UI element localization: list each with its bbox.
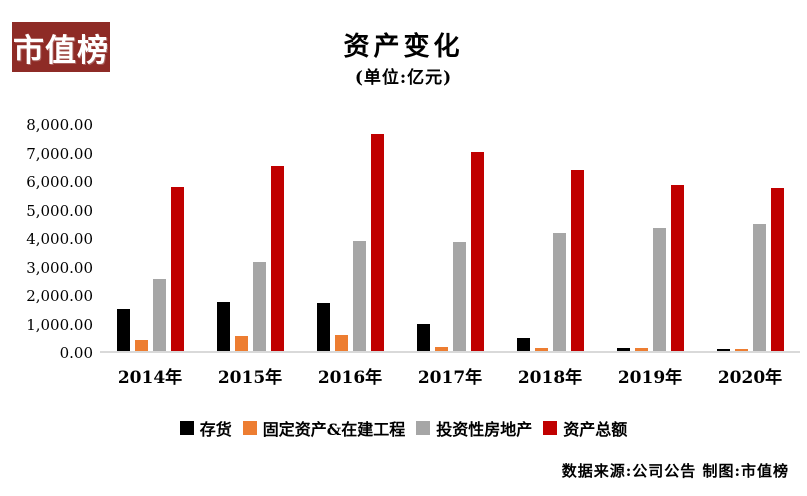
bar-固定资产&在建工程 xyxy=(434,347,448,351)
bar-固定资产&在建工程 xyxy=(234,336,248,351)
legend-swatch-icon xyxy=(179,421,194,435)
bar-投资性房地产 xyxy=(552,232,566,351)
bar-投资性房地产 xyxy=(652,227,666,351)
bar-资产总额 xyxy=(570,170,584,351)
y-tick-label: 5,000.00 xyxy=(26,201,93,220)
bar-group xyxy=(100,125,200,351)
y-tick-label: 0.00 xyxy=(59,344,93,362)
legend-swatch-icon xyxy=(416,421,431,435)
x-tick-label: 2018年 xyxy=(517,368,583,388)
x-axis-labels: 2014年 2015年 2016年 2017年 2018年 2019年 2020年 xyxy=(100,363,800,388)
bar-group xyxy=(500,125,600,351)
legend-label: 存货 xyxy=(199,420,232,439)
chart-subtitle: (单位:亿元) xyxy=(354,68,453,88)
y-tick-label: 1,000.00 xyxy=(26,315,93,334)
bar-固定资产&在建工程 xyxy=(734,348,748,351)
bar-资产总额 xyxy=(470,152,484,351)
bar-固定资产&在建工程 xyxy=(534,348,548,351)
x-tick-label: 2014年 xyxy=(117,368,183,388)
y-tick-label: 6,000.00 xyxy=(26,173,93,191)
y-tick-label: 7,000.00 xyxy=(26,144,93,163)
bar-存货 xyxy=(716,349,730,351)
bar-投资性房地产 xyxy=(152,279,166,351)
source-credit: 数据来源:公司公告 制图:市值榜 xyxy=(561,462,789,480)
bar-资产总额 xyxy=(770,187,784,351)
legend-label: 资产总额 xyxy=(563,420,628,439)
x-tick-label: 2017年 xyxy=(417,368,483,388)
legend-item: 固定资产&在建工程 xyxy=(242,416,406,440)
x-tick-label: 2015年 xyxy=(217,368,283,388)
bar-固定资产&在建工程 xyxy=(334,334,348,351)
bar-group xyxy=(300,125,400,351)
bar-投资性房地产 xyxy=(452,241,466,351)
y-tick-label: 2,000.00 xyxy=(26,287,93,305)
bar-资产总额 xyxy=(370,133,384,351)
y-axis-labels: 8,000.00 7,000.00 6,000.00 5,000.00 4,000.00… xyxy=(0,116,93,362)
bar-投资性房地产 xyxy=(752,224,766,351)
y-tick-label: 3,000.00 xyxy=(26,258,93,277)
plot-area xyxy=(100,125,800,353)
bar-固定资产&在建工程 xyxy=(134,339,148,351)
bar-group xyxy=(600,125,700,351)
legend-item: 存货 xyxy=(179,416,232,440)
bar-投资性房地产 xyxy=(352,240,366,351)
legend-swatch-icon xyxy=(543,421,558,435)
x-tick-label: 2020年 xyxy=(717,368,783,388)
legend-label: 固定资产&在建工程 xyxy=(262,420,406,439)
legend-item: 投资性房地产 xyxy=(416,416,532,440)
bar-存货 xyxy=(316,303,330,351)
bar-group xyxy=(700,125,800,351)
chart-legend: 存货 固定资产&在建工程 投资性房地产 资产总额 xyxy=(0,416,807,440)
brand-logo: 市值榜 xyxy=(12,22,110,72)
bar-资产总额 xyxy=(170,187,184,351)
bar-存货 xyxy=(216,301,230,351)
y-tick-label: 8,000.00 xyxy=(26,116,93,134)
y-tick-label: 4,000.00 xyxy=(26,230,93,248)
bar-存货 xyxy=(416,323,430,351)
legend-label: 投资性房地产 xyxy=(436,420,533,439)
bar-资产总额 xyxy=(270,166,284,351)
bar-group xyxy=(400,125,500,351)
chart-title: 资产变化 xyxy=(343,32,464,62)
bar-资产总额 xyxy=(670,184,684,351)
bar-固定资产&在建工程 xyxy=(634,347,648,351)
bar-投资性房地产 xyxy=(252,261,266,351)
bar-存货 xyxy=(116,308,130,351)
bar-group xyxy=(200,125,300,351)
legend-item: 资产总额 xyxy=(543,416,627,440)
legend-swatch-icon xyxy=(242,421,257,435)
x-tick-label: 2016年 xyxy=(317,368,383,388)
bar-存货 xyxy=(516,337,530,351)
bar-存货 xyxy=(616,348,630,351)
x-tick-label: 2019年 xyxy=(617,368,683,388)
